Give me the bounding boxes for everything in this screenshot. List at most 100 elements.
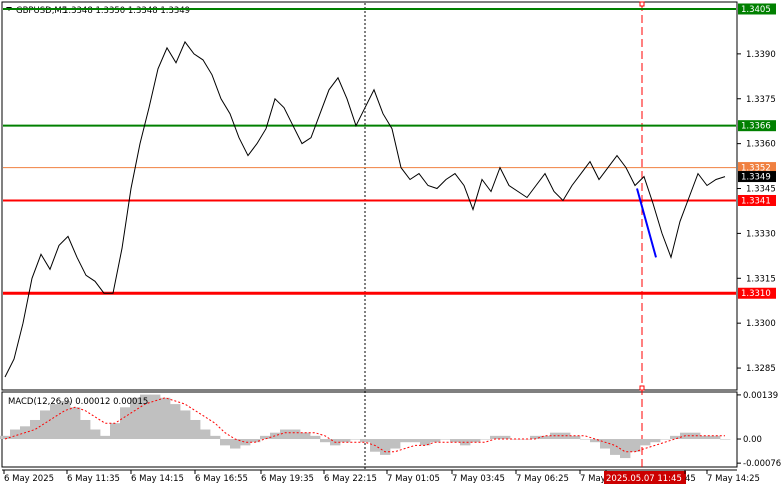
level-tag-resistance	[738, 3, 776, 15]
macd-bar	[240, 439, 251, 446]
macd-bar	[360, 439, 371, 443]
level-tag-support	[738, 287, 776, 299]
macd-bar	[610, 439, 621, 455]
time-highlight-label: 2025.05.07 11:45	[606, 474, 682, 484]
macd-bar	[60, 400, 71, 440]
macd-bar	[390, 439, 401, 449]
time-tick-label: 6 May 16:55	[195, 474, 248, 484]
price-tick-label: 1.3315	[746, 274, 776, 284]
time-axis: 6 May 2025 6 May 11:35 6 May 14:15 6 May 16…	[3, 470, 760, 484]
macd-bar	[340, 439, 351, 443]
macd-bar	[80, 419, 91, 440]
macd-bar	[420, 439, 431, 446]
level-label: 1.3349	[741, 173, 771, 183]
time-tick-label: 7 May	[580, 474, 606, 484]
price-tick-label: 1.3345	[746, 185, 776, 195]
time-tick-label: 6 May 11:35	[67, 474, 120, 484]
macd-bar	[110, 423, 121, 440]
price-tick-label: 1.3375	[746, 95, 776, 105]
macd-bar	[100, 435, 111, 440]
macd-bar	[0, 435, 11, 440]
time-tick-label: 6 May 2025	[4, 474, 54, 484]
macd-bar	[350, 439, 361, 440]
level-tag-current	[738, 162, 776, 174]
time-highlight-bg	[604, 471, 686, 484]
macd-bar	[450, 439, 461, 443]
level-tag-last	[738, 171, 776, 183]
marker-bottom-handle[interactable]	[639, 385, 645, 391]
time-tick-label: 7 May 03:45	[452, 474, 505, 484]
macd-bar	[30, 419, 41, 440]
price-line	[4, 40, 726, 378]
macd-bar	[130, 397, 141, 440]
chart-header: GBPUSD,M5 1.3348 1.3350 1.3348 1.3349	[6, 6, 190, 16]
time-tick-label: 6 May 14:15	[131, 474, 184, 484]
macd-bar	[220, 439, 231, 446]
macd-bar	[270, 432, 281, 440]
macd-bar	[470, 439, 481, 443]
macd-bar	[200, 429, 211, 440]
macd-bar	[180, 410, 191, 440]
macd-tick-label: 0.00139	[743, 391, 778, 401]
level-label: 1.3366	[741, 122, 771, 132]
macd-bar	[560, 432, 571, 440]
macd-bar	[630, 439, 641, 452]
level-label: 1.3341	[741, 196, 771, 206]
time-tick-label: 7 May 14:25	[707, 474, 760, 484]
macd-bar	[40, 410, 51, 440]
macd-bar	[160, 397, 171, 440]
time-tick-label: 6 May 22:15	[324, 474, 377, 484]
level-label: 1.3310	[741, 289, 771, 299]
time-tick-label: 7 May 01:05	[387, 474, 440, 484]
macd-bar	[700, 435, 711, 440]
macd-bar	[400, 439, 411, 443]
macd-bar	[640, 439, 651, 446]
macd-bar	[670, 435, 681, 440]
macd-bar	[500, 435, 511, 440]
ohlc-values: 1.3348 1.3350 1.3348 1.3349	[63, 6, 190, 16]
macd-bar	[580, 439, 591, 440]
price-series	[4, 40, 726, 378]
macd-bar	[490, 435, 501, 440]
marker-top-handle[interactable]	[639, 1, 645, 7]
macd-bar	[300, 432, 311, 440]
macd-bar	[190, 419, 201, 440]
time-tick-label: 7 May 06:25	[516, 474, 569, 484]
macd-bar	[530, 435, 541, 440]
price-tick-label: 1.3390	[746, 50, 776, 60]
macd-bar	[540, 435, 551, 440]
macd-tick-label: 0.00	[743, 435, 762, 445]
price-tick-label: 1.3285	[746, 364, 776, 374]
price-tick-label: 1.3360	[746, 140, 776, 150]
macd-bar	[460, 439, 471, 446]
macd-bar	[650, 439, 661, 443]
level-tag-support	[738, 194, 776, 206]
macd-bar	[90, 429, 101, 440]
macd-bar	[310, 435, 321, 440]
price-tick-label: 1.3330	[746, 229, 776, 239]
macd-bar	[140, 394, 151, 440]
macd-bar	[380, 439, 391, 455]
symbol-label: GBPUSD,M5	[16, 6, 67, 16]
macd-bar	[690, 432, 701, 440]
macd-indicator: 0.00139 0.00 -0.00076	[0, 391, 781, 469]
down-move-line	[636, 188, 657, 258]
macd-bar	[430, 439, 441, 443]
macd-bar	[170, 404, 181, 440]
macd-tick-label: -0.00076	[743, 459, 781, 469]
level-label: 1.3405	[741, 5, 771, 15]
macd-bar	[440, 439, 451, 440]
macd-bar	[70, 407, 81, 440]
macd-bar	[210, 435, 221, 440]
macd-bar	[410, 439, 421, 443]
price-axis: 1.3390 1.3375 1.3360 1.3345 1.3330 1.3315 1.33…	[737, 50, 776, 374]
macd-signal-line	[4, 397, 725, 453]
macd-bar	[230, 439, 241, 449]
macd-bar	[570, 435, 581, 440]
macd-bar	[150, 394, 161, 440]
macd-bar	[260, 435, 271, 440]
time-tick-label: 45	[685, 474, 696, 484]
